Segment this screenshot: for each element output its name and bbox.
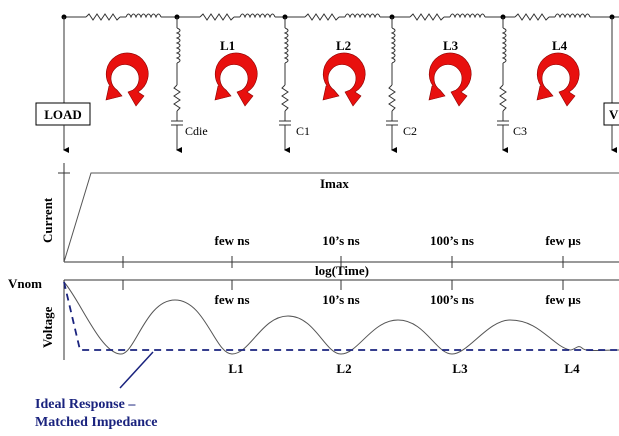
branch-c3 [497,17,509,143]
vnom-label: Vnom [8,276,42,291]
dip-label-l2: L2 [336,361,351,376]
loop-arrow-icon [322,52,366,107]
voltage-plot: Vnom Voltage few ns 10’s ns 100’s ns few… [8,276,619,376]
voltage-time-label-2: 100’s ns [430,292,474,307]
cap-label-c1: C1 [296,124,310,138]
current-x-ticks [122,256,564,268]
cap-label-c3: C3 [513,124,527,138]
loop-arrow-icon [105,52,149,107]
voltage-time-label-1: 10’s ns [322,292,359,307]
loop-arrow-icon [214,52,258,107]
dip-label-l4: L4 [564,361,580,376]
ideal-label-line1: Ideal Response – [35,397,136,412]
voltage-x-ticks [122,280,564,290]
current-plot: Imax Current few ns 10’s ns 100’s ns few… [40,163,619,278]
ideal-pointer-line [119,351,154,389]
current-time-label-1: 10’s ns [322,233,359,248]
voltage-time-label-0: few ns [214,292,249,307]
loop-arrow-icon [536,52,580,107]
loop-label-l2: L2 [336,38,351,53]
branch-c2 [386,17,398,143]
current-time-label-3: few µs [545,233,580,248]
vrm-label: V [609,107,619,122]
dip-label-l3: L3 [452,361,468,376]
branch-cdie [171,17,183,143]
cap-label-c2: C2 [403,124,417,138]
voltage-ringing-curve [63,281,619,355]
load-label: LOAD [44,107,82,122]
branch-c1 [279,17,291,143]
imax-label: Imax [320,176,349,191]
loop-label-l4: L4 [552,38,568,53]
cap-label-cdie: Cdie [185,124,208,138]
ideal-label-line2: Matched Impedance [35,415,158,430]
time-axis-label: log(Time) [315,263,369,278]
top-rail [64,13,619,21]
voltage-y-label: Voltage [40,306,55,348]
circuit: LOAD V Cdie C [35,13,619,153]
current-y-label: Current [40,197,55,243]
loop-label-l1: L1 [220,38,235,53]
current-time-label-0: few ns [214,233,249,248]
current-step-curve [63,172,619,263]
current-time-label-2: 100’s ns [430,233,474,248]
loop-arrow-icon [428,52,472,107]
loop-arrows [105,52,580,107]
voltage-time-label-3: few µs [545,292,580,307]
vrm-box [603,102,619,126]
load-box [35,102,91,126]
dip-label-l1: L1 [228,361,243,376]
loop-label-l3: L3 [443,38,459,53]
